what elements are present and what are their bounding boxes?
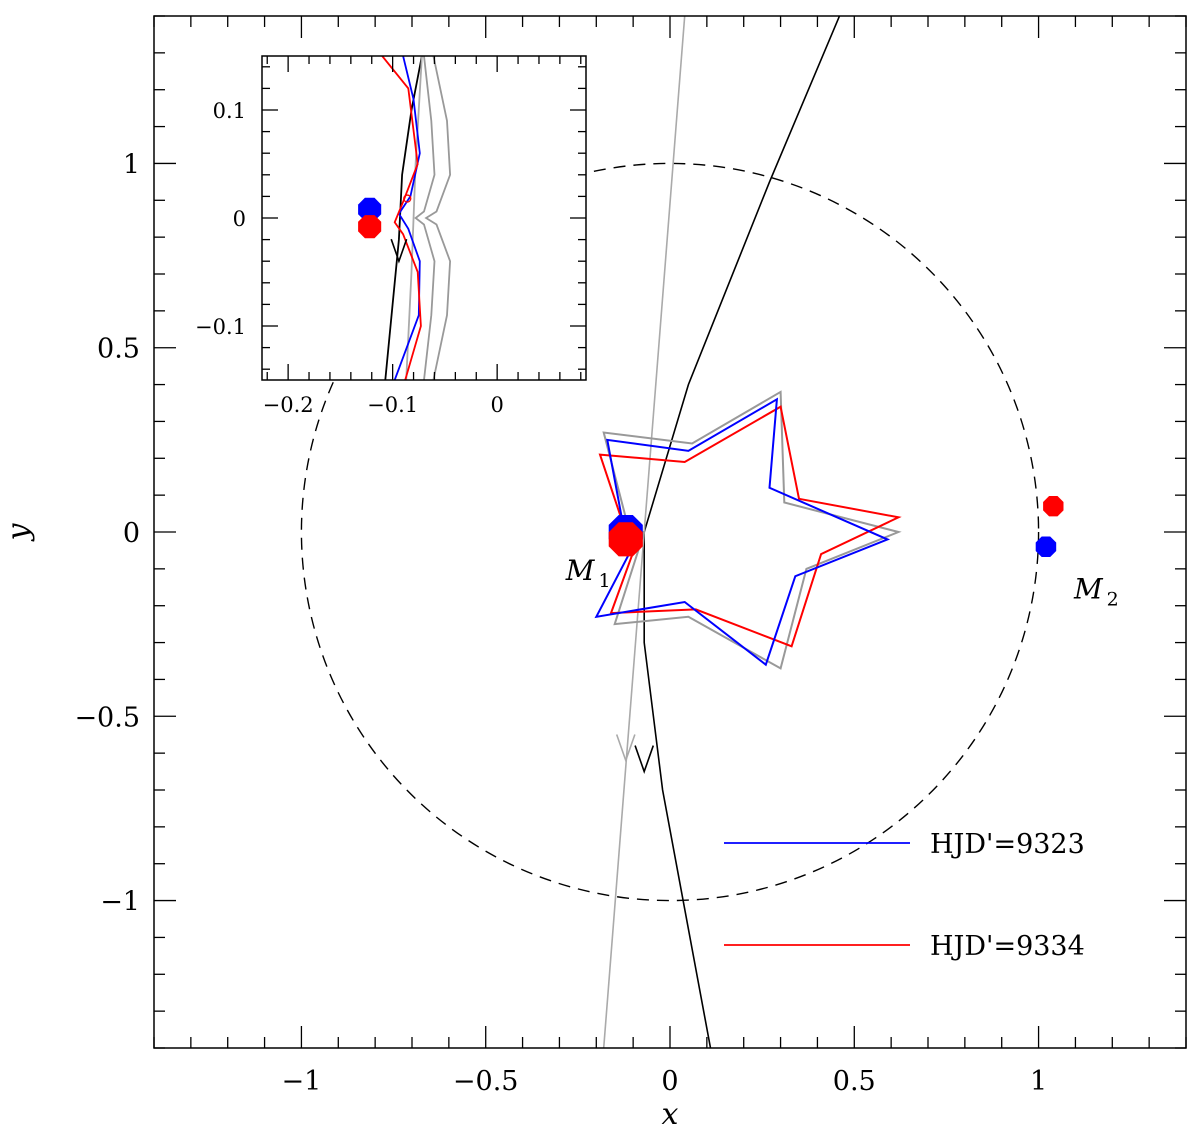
inset-axis-ticks xyxy=(262,56,586,380)
inset-curve xyxy=(381,56,422,380)
legend: HJD'=9323 HJD'=9334 xyxy=(724,829,1085,962)
x-tick-label: 0 xyxy=(661,1066,678,1097)
caustic-curve xyxy=(602,390,902,670)
trajectory-arrowhead xyxy=(615,734,636,763)
inset-y-tick-label: 0.1 xyxy=(213,99,246,123)
inset-plot: −0.2 −0.1 0 −0.1 0 0.1 xyxy=(195,55,587,417)
legend-label: HJD'=9334 xyxy=(930,931,1085,962)
x-axis-title: x xyxy=(662,1097,679,1132)
main-tick-labels: −1 −0.5 0 0.5 1 −1 −0.5 0 0.5 1 xyxy=(74,149,1047,1097)
inset-y-tick-label: −0.1 xyxy=(195,315,246,339)
y-tick-label: 0 xyxy=(123,518,140,549)
inset-background xyxy=(262,56,586,380)
inset-y-tick-label: 0 xyxy=(233,207,246,231)
caustic-curve xyxy=(594,397,891,667)
source-position-marker xyxy=(403,194,412,203)
y-axis-title: y xyxy=(1,522,36,542)
inset-curve xyxy=(424,56,452,380)
inset-x-tick-label: 0 xyxy=(490,393,503,417)
caustic-curve xyxy=(598,405,902,648)
x-tick-label: 1 xyxy=(1030,1066,1047,1097)
inset-mass-marker xyxy=(358,197,382,221)
x-tick-label: −1 xyxy=(282,1066,322,1097)
inset-tick-labels: −0.2 −0.1 0 −0.1 0 0.1 xyxy=(195,99,504,417)
inset-x-tick-label: −0.2 xyxy=(263,393,314,417)
y-tick-label: 1 xyxy=(123,149,140,180)
main-plot-content xyxy=(300,16,1064,1048)
x-tick-label: −0.5 xyxy=(453,1066,519,1097)
inset-mass-marker xyxy=(358,215,382,239)
einstein-ring xyxy=(300,162,1040,902)
inset-plot-content xyxy=(358,56,452,380)
inset-curve xyxy=(405,56,423,380)
legend-label: HJD'=9323 xyxy=(930,829,1085,860)
inset-curve xyxy=(414,56,436,380)
x-tick-label: 0.5 xyxy=(833,1066,876,1097)
y-tick-label: 0.5 xyxy=(97,334,140,365)
lens-mass-marker xyxy=(1035,536,1057,557)
lens-mass-marker xyxy=(608,522,643,557)
main-axis-ticks xyxy=(153,15,1187,1049)
y-tick-label: −1 xyxy=(100,887,140,918)
y-tick-label: −0.5 xyxy=(74,702,140,733)
trajectory-arrowhead xyxy=(634,745,655,774)
trajectory-arrowhead xyxy=(390,238,408,264)
inset-x-tick-label: −0.1 xyxy=(367,393,418,417)
lens-mass-marker xyxy=(1043,496,1064,517)
